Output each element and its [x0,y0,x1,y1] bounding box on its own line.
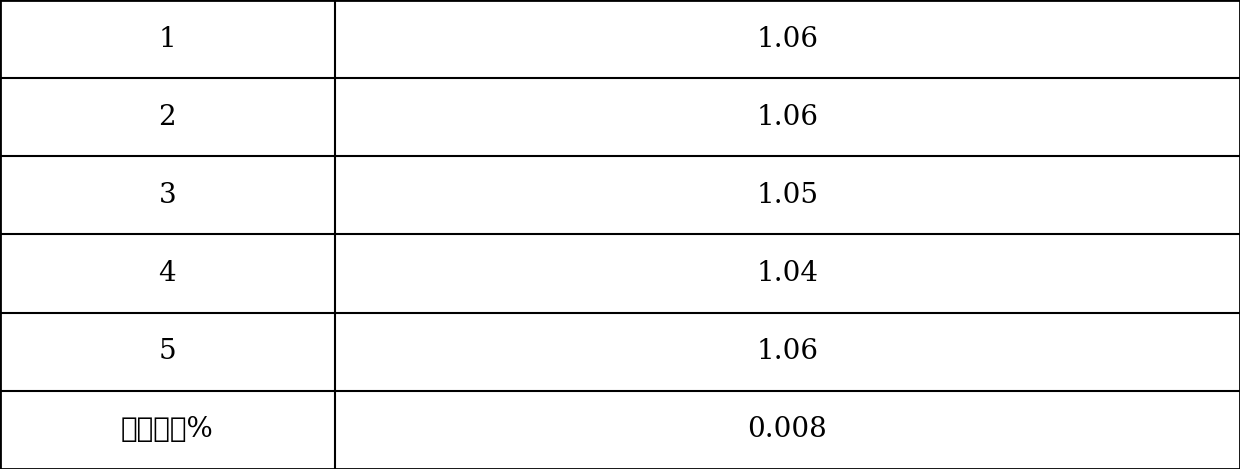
Text: 3: 3 [159,182,176,209]
Text: 1.04: 1.04 [756,260,818,287]
Text: 1.06: 1.06 [756,338,818,365]
Text: 1.05: 1.05 [756,182,818,209]
Text: 1.06: 1.06 [756,104,818,131]
Text: 标准偏差%: 标准偏差% [122,416,213,443]
Text: 1.06: 1.06 [756,26,818,53]
Text: 4: 4 [159,260,176,287]
Text: 5: 5 [159,338,176,365]
Text: 0.008: 0.008 [748,416,827,443]
Text: 1: 1 [159,26,176,53]
Text: 2: 2 [159,104,176,131]
